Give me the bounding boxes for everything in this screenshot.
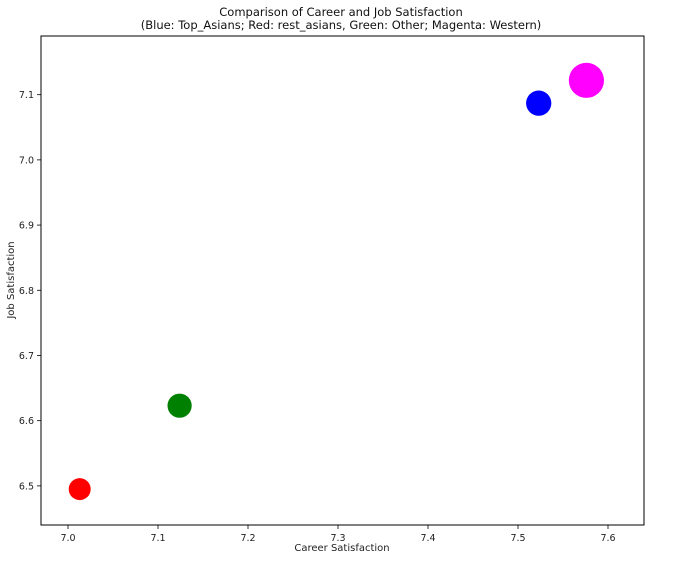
x-tick-label: 7.1 — [150, 533, 165, 544]
x-tick-label: 7.4 — [420, 533, 435, 544]
data-point — [68, 478, 91, 501]
axis-ticks: 7.0 7.1 7.2 7.3 7.4 7.5 7.6 6.5 6.6 6.7 6.8 6.9 7.0 7… — [19, 90, 616, 544]
x-tick-label: 7.2 — [240, 533, 255, 544]
y-tick-label: 6.5 — [19, 481, 34, 492]
data-points — [68, 62, 605, 501]
x-tick-label: 7.5 — [510, 533, 525, 544]
data-point — [167, 393, 192, 418]
data-point — [568, 62, 605, 98]
y-tick-label: 6.6 — [19, 416, 34, 427]
plot-frame — [40, 35, 645, 526]
y-tick-label: 7.1 — [19, 90, 34, 101]
y-axis-label: Job Satisfaction — [6, 241, 17, 319]
chart-title: Comparison of Career and Job Satisfactio… — [219, 5, 463, 19]
x-axis-label: Career Satisfaction — [294, 543, 389, 554]
x-tick-label: 7.3 — [330, 533, 345, 544]
y-tick-label: 6.9 — [19, 221, 34, 232]
y-tick-label: 7.0 — [19, 155, 34, 166]
y-tick-label: 6.8 — [19, 286, 34, 297]
data-point — [526, 90, 552, 116]
y-tick-label: 6.7 — [19, 351, 34, 362]
x-tick-label: 7.6 — [600, 533, 615, 544]
x-tick-label: 7.0 — [60, 533, 75, 544]
chart-subtitle: (Blue: Top_Asians; Red: rest_asians, Gre… — [141, 18, 542, 32]
